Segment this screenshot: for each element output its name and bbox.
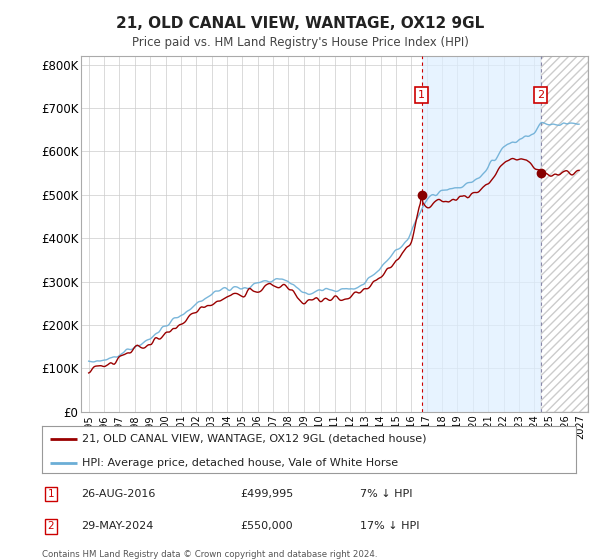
Text: £499,995: £499,995 [240,489,293,499]
Text: 26-AUG-2016: 26-AUG-2016 [81,489,155,499]
Text: HPI: Average price, detached house, Vale of White Horse: HPI: Average price, detached house, Vale… [82,458,398,468]
Bar [541,56,588,412]
Text: 21, OLD CANAL VIEW, WANTAGE, OX12 9GL: 21, OLD CANAL VIEW, WANTAGE, OX12 9GL [116,16,484,31]
Text: 1: 1 [47,489,55,499]
Text: £550,000: £550,000 [240,521,293,531]
Text: 17% ↓ HPI: 17% ↓ HPI [360,521,419,531]
Text: 7% ↓ HPI: 7% ↓ HPI [360,489,413,499]
Text: 1: 1 [418,90,425,100]
Text: 2: 2 [537,90,544,100]
Text: 29-MAY-2024: 29-MAY-2024 [81,521,154,531]
Text: 2: 2 [47,521,55,531]
Text: 21, OLD CANAL VIEW, WANTAGE, OX12 9GL (detached house): 21, OLD CANAL VIEW, WANTAGE, OX12 9GL (d… [82,434,427,444]
Bar [422,56,541,412]
Text: Contains HM Land Registry data © Crown copyright and database right 2024.
This d: Contains HM Land Registry data © Crown c… [42,550,377,560]
Text: Price paid vs. HM Land Registry's House Price Index (HPI): Price paid vs. HM Land Registry's House … [131,36,469,49]
